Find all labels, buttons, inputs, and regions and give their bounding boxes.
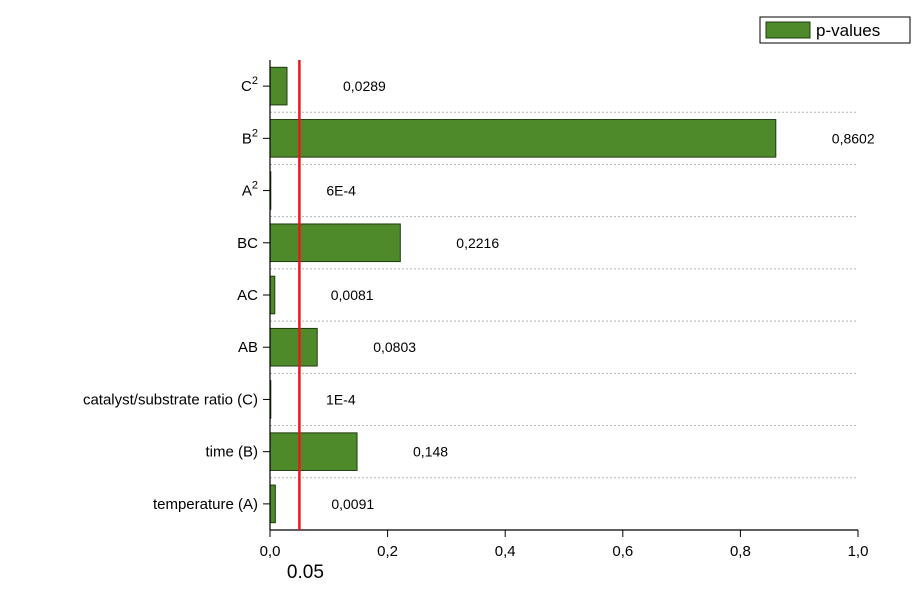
value-label: 0,0081 — [331, 287, 374, 303]
x-tick-label: 0,2 — [377, 543, 398, 560]
category-label: temperature (A) — [153, 496, 258, 513]
value-label: 0,148 — [413, 444, 448, 460]
category-label: C2 — [241, 75, 258, 95]
labels: temperature (A) 0,0091 time (B) 0,148 cataly… — [83, 75, 875, 560]
category-label: A2 — [242, 180, 258, 200]
value-label: 1E-4 — [326, 391, 356, 407]
x-tick-label: 0,0 — [260, 543, 281, 560]
value-label: 0,0289 — [343, 78, 386, 94]
bar — [269, 484, 276, 524]
bars — [269, 66, 777, 524]
value-label: 0,8602 — [832, 130, 875, 146]
x-tick-label: 0,4 — [495, 543, 516, 560]
value-label: 0,0803 — [373, 339, 416, 355]
x-tick-label: 0,6 — [612, 543, 633, 560]
bar — [269, 66, 288, 106]
legend-swatch — [765, 21, 811, 39]
legend: p-values — [759, 16, 911, 44]
value-label: 0,2216 — [456, 235, 499, 251]
category-label: AB — [238, 339, 258, 356]
reference-line-label: 0.05 — [287, 562, 324, 583]
category-label: catalyst/substrate ratio (C) — [83, 391, 258, 408]
legend-label: p-values — [816, 21, 880, 40]
x-tick-label: 1,0 — [848, 543, 869, 560]
value-label: 0,0091 — [331, 496, 374, 512]
bar — [269, 119, 777, 158]
category-label: time (B) — [206, 444, 259, 461]
value-label: 6E-4 — [326, 183, 356, 199]
bar — [269, 275, 276, 315]
gridlines — [270, 111, 858, 479]
category-label: BC — [237, 235, 258, 252]
axes — [263, 60, 859, 537]
x-tick-label: 0,8 — [730, 543, 751, 560]
category-label: AC — [237, 287, 258, 304]
category-label: B2 — [242, 127, 258, 147]
bar — [269, 327, 318, 367]
reference-line-group: 0.05 — [287, 60, 324, 583]
bar — [269, 223, 401, 263]
bar — [269, 432, 358, 471]
